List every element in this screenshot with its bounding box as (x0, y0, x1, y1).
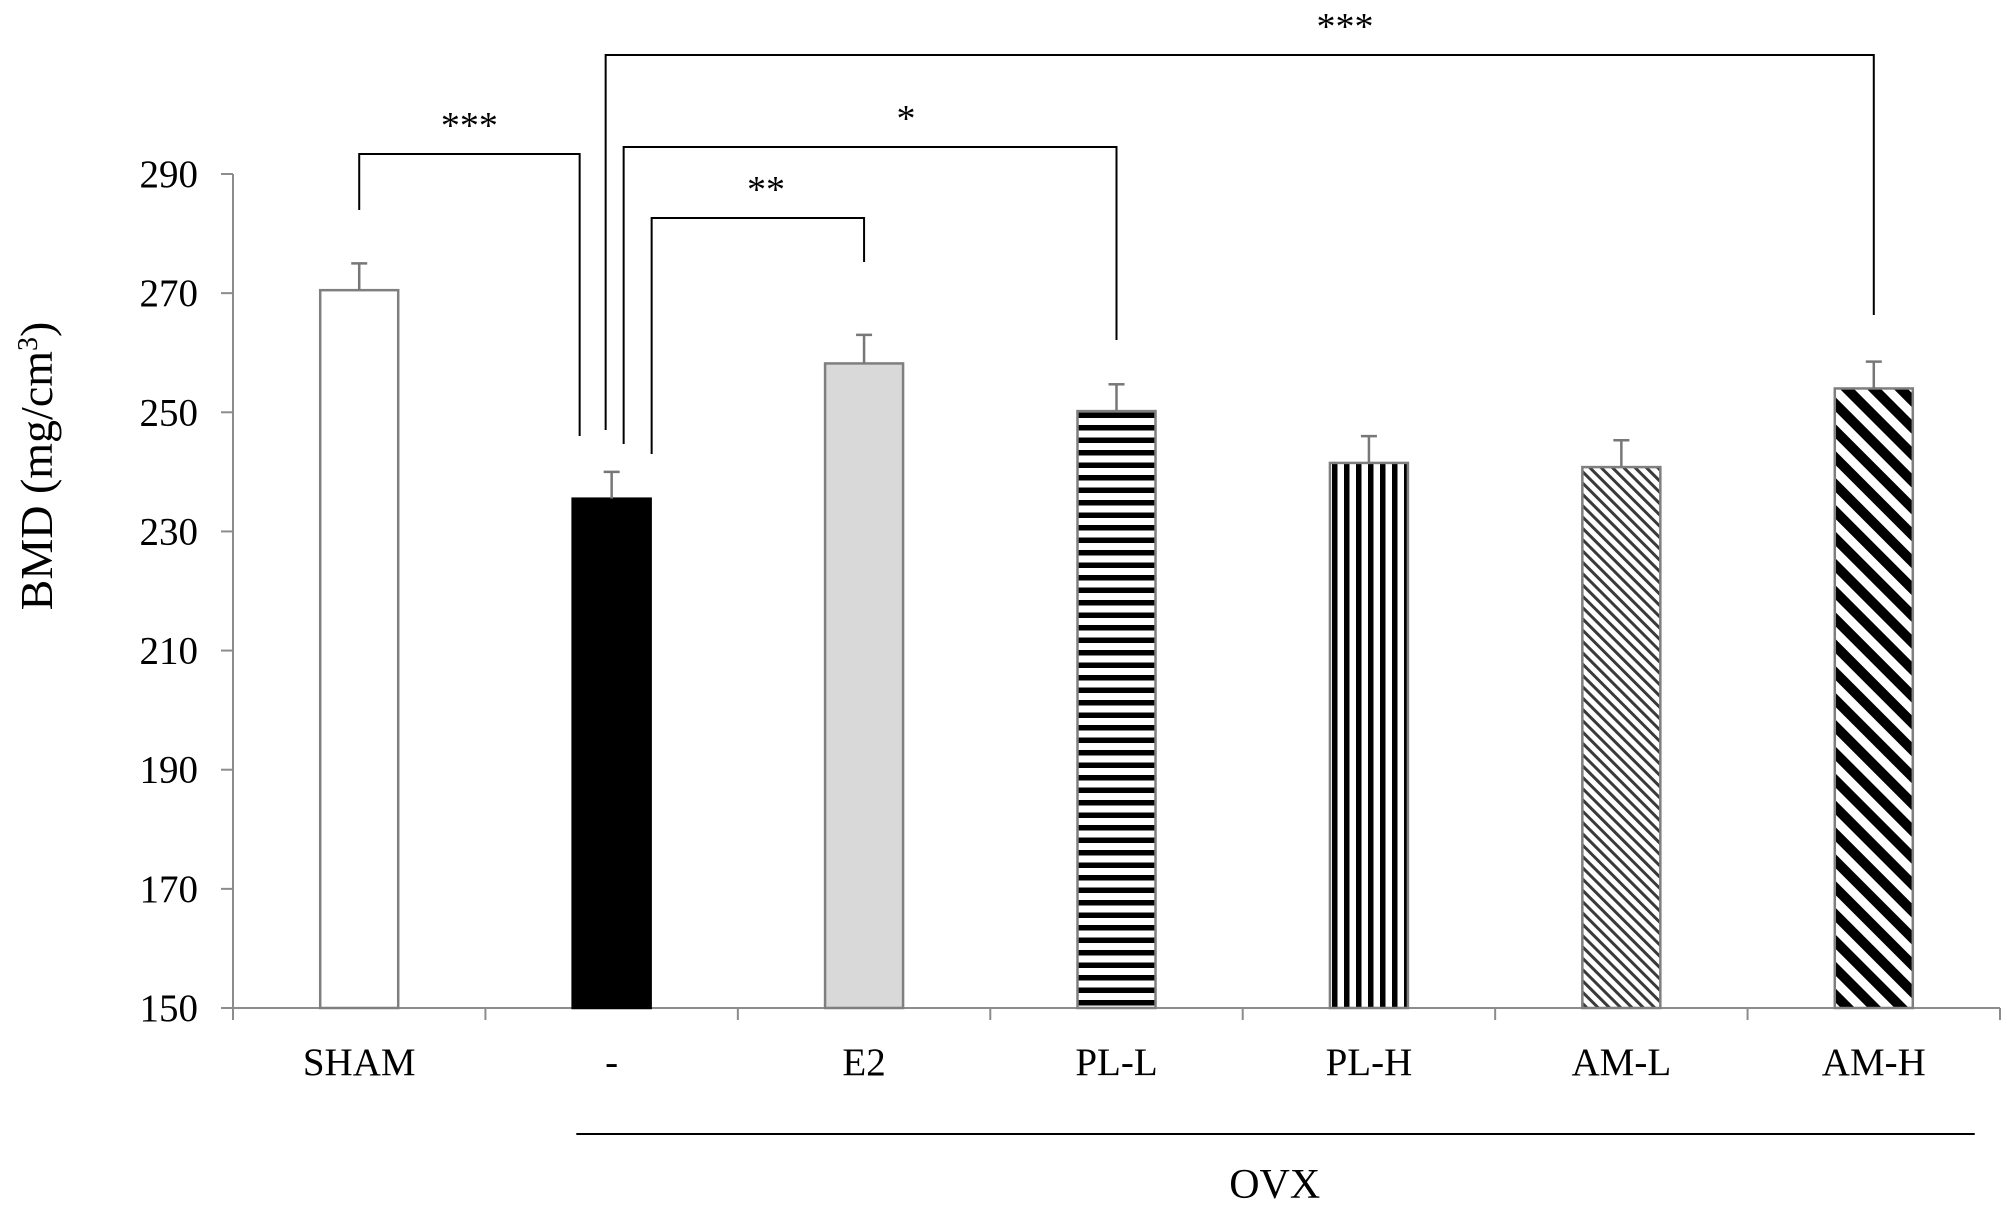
significance-bracket (604, 54, 1875, 430)
category-label: PL-H (1326, 1041, 1413, 1084)
bar-pll (1076, 409, 1157, 1010)
y-axis-label: BMD (mg/cm3) (11, 322, 62, 611)
bar-amh (1833, 387, 1915, 1010)
y-tick-label: 270 (140, 272, 199, 315)
y-axis-label-suffix: ) (11, 322, 62, 337)
group-label: OVX (1229, 1162, 1320, 1208)
y-tick-label: 230 (140, 510, 199, 553)
category-label: E2 (842, 1041, 885, 1084)
bar-aml (1581, 465, 1662, 1010)
category-label: PL-L (1075, 1041, 1157, 1084)
bars (318, 262, 1915, 1010)
y-axis-label-superscript: 3 (13, 337, 44, 351)
bar-plh (1328, 461, 1410, 1010)
y-tick-label: 290 (140, 153, 199, 196)
axes: 150 170 190 210 230 250 270 290 SHAM - E2 PL-L PL-H A… (140, 153, 2001, 1208)
category-label: - (605, 1041, 618, 1084)
bar- (571, 497, 652, 1010)
category-label: AM-L (1572, 1041, 1672, 1084)
y-tick-label: 150 (140, 987, 199, 1030)
y-tick-label: 190 (140, 749, 199, 792)
y-tick-label: 210 (140, 630, 199, 673)
bar-e2 (823, 362, 905, 1010)
significance-label: ** (747, 169, 785, 211)
significance-bracket (650, 217, 866, 454)
significance-label: *** (1317, 6, 1374, 48)
significance-label: *** (441, 105, 498, 147)
bar-sham (318, 288, 400, 1010)
significance-label: * (897, 98, 916, 140)
y-tick-label: 170 (140, 868, 199, 911)
category-label: SHAM (303, 1041, 416, 1084)
significance-brackets: ********* (358, 6, 1875, 454)
significance-bracket (358, 153, 581, 436)
significance-bracket (622, 146, 1118, 444)
y-tick-label: 250 (140, 391, 199, 434)
category-label: AM-H (1822, 1041, 1926, 1084)
